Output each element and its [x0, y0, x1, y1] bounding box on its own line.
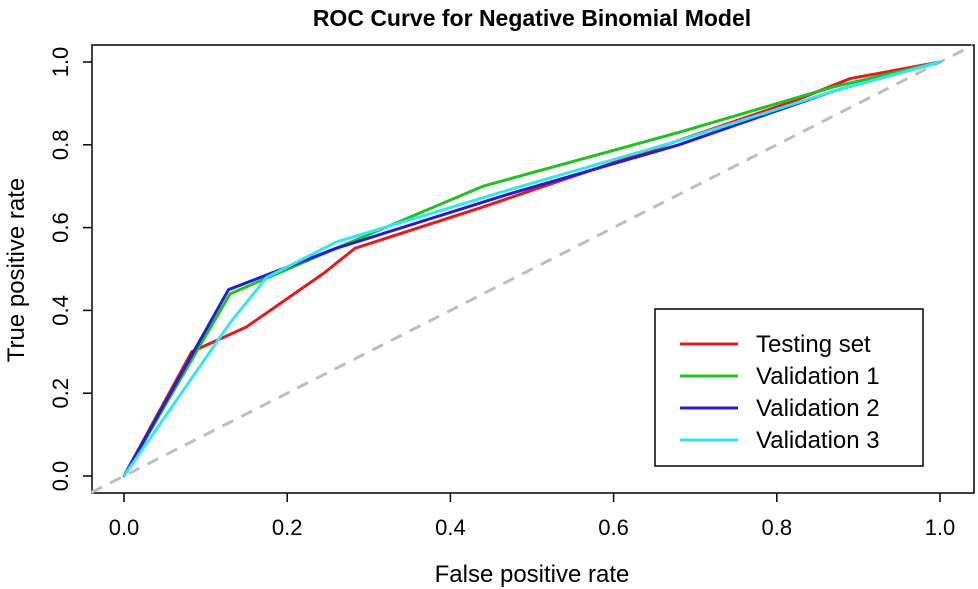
legend-label: Testing set	[756, 331, 871, 358]
legend-label: Validation 1	[756, 363, 880, 390]
x-tick-label: 0.0	[109, 515, 140, 540]
legend-label: Validation 2	[756, 395, 880, 422]
y-tick-label: 0.8	[48, 130, 73, 161]
series-line-4	[122, 60, 942, 478]
y-tick-label: 0.2	[48, 378, 73, 409]
x-tick-label: 1.0	[925, 515, 956, 540]
legend-items: Testing set Validation 1 Validation 2 Valid…	[680, 331, 880, 454]
chart-title: ROC Curve for Negative Binomial Model	[313, 5, 751, 31]
series-lines	[122, 60, 942, 478]
y-tick-label: 0.0	[48, 461, 73, 492]
y-axis: 0.0 0.2 0.4 0.6 0.8 1.0	[48, 47, 92, 492]
x-tick-label: 0.2	[272, 515, 303, 540]
x-tick-label: 0.4	[435, 515, 466, 540]
y-axis-title: True positive rate	[3, 178, 30, 363]
legend-label: Validation 3	[756, 427, 880, 454]
plot-area-frame	[91, 44, 975, 494]
reference-line	[90, 44, 974, 494]
x-axis-title: False positive rate	[435, 561, 630, 588]
legend: Testing set Validation 1 Validation 2 Valid…	[654, 308, 924, 467]
reference-diagonal	[90, 44, 974, 494]
y-tick-label: 0.4	[48, 295, 73, 326]
x-tick-label: 0.8	[762, 515, 793, 540]
y-tick-label: 1.0	[48, 47, 73, 78]
series-line-2	[122, 60, 942, 478]
x-tick-label: 0.6	[598, 515, 629, 540]
y-tick-label: 0.6	[48, 212, 73, 243]
x-axis: 0.0 0.2 0.4 0.6 0.8 1.0	[109, 493, 956, 540]
